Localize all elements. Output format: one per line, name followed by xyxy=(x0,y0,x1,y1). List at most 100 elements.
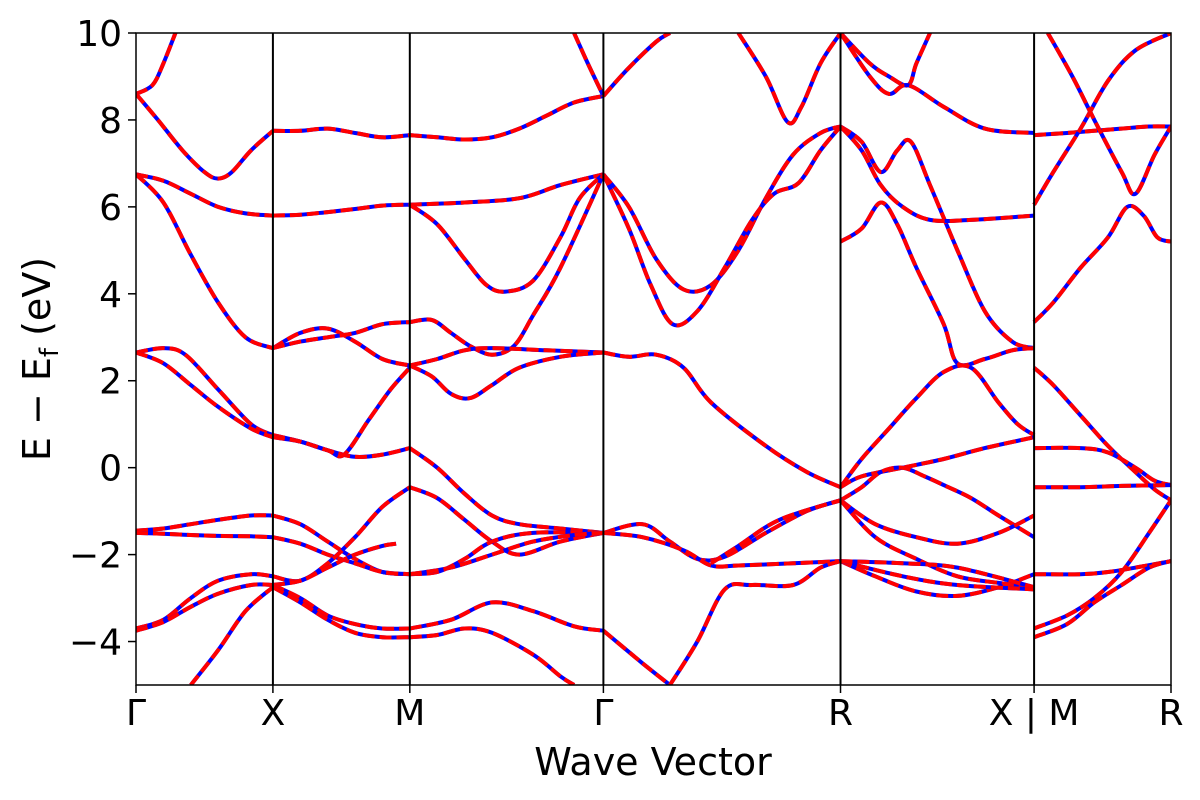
band-line-fit xyxy=(736,33,843,126)
band-line-fit xyxy=(272,366,412,459)
plot-frame xyxy=(135,32,1172,686)
y-tick-label: 10 xyxy=(76,14,122,55)
band-line-fit xyxy=(839,435,1035,489)
band-line-fit xyxy=(840,559,1035,590)
band-line-fit xyxy=(1032,33,1171,206)
band-line-dft xyxy=(408,172,605,294)
band-line-fit xyxy=(840,559,1035,592)
band-line-dft xyxy=(136,33,178,96)
band-line-fit xyxy=(839,498,1035,590)
band-line-fit xyxy=(272,202,410,218)
band-line-fit xyxy=(136,582,273,633)
band-line-fit xyxy=(603,530,841,569)
band-line-fit xyxy=(272,583,410,631)
band-line-dft xyxy=(1032,33,1171,206)
band-line-fit xyxy=(1032,203,1171,324)
band-line-fit xyxy=(1033,499,1171,631)
band-line-fit xyxy=(838,363,1036,489)
band-line-dft xyxy=(136,92,275,181)
band-line-fit xyxy=(272,320,410,351)
x-tick-label: M xyxy=(394,693,425,734)
band-line-fit xyxy=(136,350,274,440)
band-line-fit xyxy=(602,629,672,685)
x-tick-label: R xyxy=(828,693,853,734)
band-line-fit xyxy=(136,172,274,218)
y-axis-label-unit: (eV) xyxy=(15,257,59,348)
band-line-dft xyxy=(839,200,1035,368)
band-line-fit xyxy=(136,530,273,540)
band-line-fit xyxy=(601,124,842,294)
band-line-fit xyxy=(272,126,410,140)
band-line-fit xyxy=(1033,124,1171,138)
band-line-dft xyxy=(839,33,932,88)
y-tick-label: 4 xyxy=(99,275,122,316)
x-tick-label: Γ xyxy=(126,693,146,734)
band-line-dft xyxy=(736,33,843,126)
band-line-fit xyxy=(839,125,1035,224)
band-line-fit xyxy=(409,346,604,368)
band-line-fit xyxy=(272,541,397,587)
band-line-fit xyxy=(136,92,275,181)
band-line-fit xyxy=(271,585,410,640)
band-line-fit xyxy=(709,498,842,565)
band-line-fit xyxy=(668,559,842,685)
band-line-fit xyxy=(409,600,604,633)
band-line-fit xyxy=(409,172,604,207)
y-tick-label: 2 xyxy=(99,362,122,403)
band-line-fit xyxy=(136,346,274,437)
band-line-fit xyxy=(1033,559,1171,640)
band-line-fit xyxy=(839,33,932,88)
band-line-fit xyxy=(409,173,606,357)
band-line-fit xyxy=(189,585,275,685)
band-line-fit xyxy=(1034,483,1171,490)
x-axis-ticks: Γ X M Γ R X | M R xyxy=(126,685,1184,734)
band-line-dft xyxy=(601,33,671,98)
band-line-dft xyxy=(838,33,1035,135)
band-line-fit xyxy=(409,485,604,557)
band-line-fit xyxy=(601,33,671,98)
band-line-fit xyxy=(409,530,604,577)
x-axis-label: Wave Vector xyxy=(534,740,772,784)
y-axis-label-sub: f xyxy=(35,347,65,357)
band-line-dft xyxy=(601,124,842,294)
band-line-fit xyxy=(1046,33,1171,197)
y-tick-label: 8 xyxy=(99,101,122,142)
band-line-dft xyxy=(668,559,842,685)
y-tick-label: 6 xyxy=(99,188,122,229)
band-line-dft xyxy=(272,485,411,584)
band-line-fit xyxy=(408,172,605,294)
band-line-dft xyxy=(838,363,1036,489)
band-line-fit xyxy=(572,33,606,97)
band-line-fit xyxy=(408,446,604,535)
band-line-fit xyxy=(839,124,1035,351)
band-line-fit xyxy=(1034,559,1171,577)
band-line-fit xyxy=(838,33,1035,135)
y-tick-label: −2 xyxy=(69,536,122,577)
band-line-fit xyxy=(601,125,843,328)
high-symmetry-lines xyxy=(271,33,1036,685)
band-line-fit xyxy=(136,33,178,96)
band-line-fit xyxy=(1034,445,1171,488)
y-axis-label: E − Ef (eV) xyxy=(15,257,65,461)
band-line-fit xyxy=(136,172,274,351)
y-tick-label: 0 xyxy=(99,449,122,490)
y-tick-label: −4 xyxy=(69,623,122,664)
band-line-fit xyxy=(603,350,842,490)
y-axis-ticks: −4 −2 0 2 4 6 8 10 xyxy=(69,14,136,664)
band-line-dft xyxy=(1046,33,1171,197)
x-tick-label: X | M xyxy=(989,693,1080,734)
x-tick-label: X xyxy=(261,693,286,734)
band-line-fit xyxy=(409,94,604,142)
band-line-fit xyxy=(136,513,273,533)
band-line-fit xyxy=(839,559,1035,599)
band-line-fit xyxy=(1032,366,1171,502)
band-lines xyxy=(136,33,1171,685)
y-axis-label-main: E − E xyxy=(15,357,59,461)
band-line-fit xyxy=(408,350,604,401)
band-line-dft xyxy=(603,350,842,490)
band-line-fit xyxy=(839,465,1036,539)
band-line-fit xyxy=(409,626,576,685)
band-line-dft xyxy=(272,366,412,459)
x-tick-label: Γ xyxy=(593,693,613,734)
